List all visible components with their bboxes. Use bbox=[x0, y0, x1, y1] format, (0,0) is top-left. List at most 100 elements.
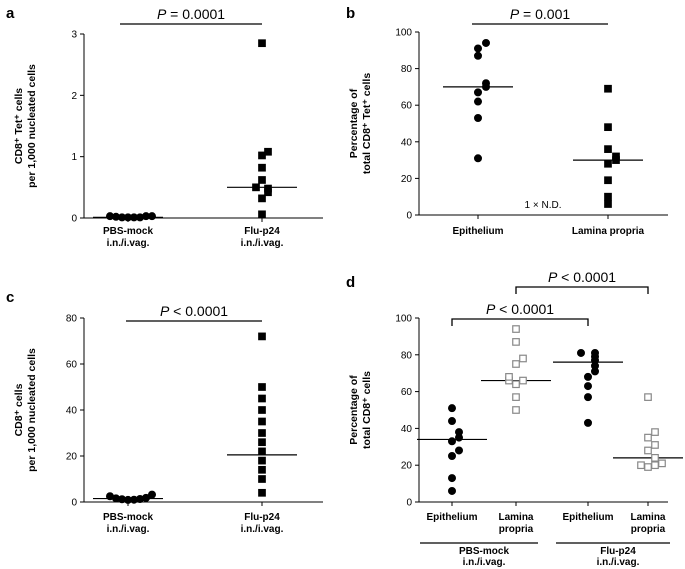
data-point-square bbox=[258, 163, 266, 172]
y-axis-label-line: per 1,000 nucleated cells bbox=[26, 348, 38, 472]
x-category-label-line: i.n./i.vag. bbox=[241, 238, 284, 249]
y-tick-label: 0 bbox=[71, 214, 77, 225]
data-point-square bbox=[519, 354, 527, 363]
data-point-circle bbox=[455, 446, 464, 455]
p-value: < 0.0001 bbox=[169, 303, 228, 319]
data-point-circle bbox=[590, 348, 599, 357]
y-tick-label: 2 bbox=[71, 91, 77, 102]
data-point-square bbox=[651, 461, 659, 470]
data-point-square bbox=[258, 210, 266, 219]
data-point-square bbox=[644, 433, 652, 442]
x-category-label-line: i.n./i.vag. bbox=[107, 524, 150, 535]
group-label: Flu-p24 i.n./i.vag. bbox=[597, 546, 640, 568]
data-point-square bbox=[644, 463, 652, 471]
data-point-square bbox=[519, 376, 527, 385]
data-point-circle bbox=[448, 486, 457, 495]
y-tick-label: 60 bbox=[401, 101, 413, 112]
data-point-circle bbox=[576, 348, 585, 357]
y-tick-label: 20 bbox=[66, 452, 78, 463]
data-point-circle bbox=[482, 38, 491, 47]
y-tick-label: 100 bbox=[395, 314, 412, 325]
y-axis-label-line: total CD8⁺ cells bbox=[361, 371, 373, 449]
data-point-circle bbox=[148, 212, 157, 221]
panel-label-c: c bbox=[6, 289, 14, 306]
chart-panel-a: 0 1 2 3 CD8⁺ Tet⁺ cellsper 1,000 nucleated c… bbox=[13, 6, 323, 249]
chart-panel-b: 0 20 40 60 80 100 Percentage oftotal CD8⁺ Tet⁺… bbox=[348, 6, 668, 237]
data-point-circle bbox=[474, 114, 483, 123]
data-point-square bbox=[512, 338, 520, 346]
y-axis-label: Percentage oftotal CD8⁺ cells bbox=[348, 371, 373, 449]
data-point-square bbox=[644, 446, 652, 455]
x-category-label-line: propria bbox=[631, 524, 666, 535]
data-point-square bbox=[258, 475, 266, 483]
y-tick-label: 40 bbox=[401, 137, 413, 148]
y-axis-label-line: per 1,000 nucleated cells bbox=[26, 64, 38, 188]
data-point-square bbox=[512, 325, 520, 333]
data-point-square bbox=[258, 447, 266, 456]
group-label-line: PBS-mock bbox=[459, 546, 509, 557]
data-point-square bbox=[258, 194, 266, 203]
data-point-circle bbox=[482, 79, 491, 88]
x-category-label: PBS-mock i.n./i.vag. bbox=[103, 226, 153, 249]
data-point-square bbox=[604, 159, 612, 168]
data-point-circle bbox=[583, 382, 592, 391]
panel-label-b: b bbox=[346, 5, 355, 22]
data-point-square bbox=[512, 380, 520, 389]
x-category-label: Flu-p24 i.n./i.vag. bbox=[241, 226, 284, 249]
data-point-square bbox=[651, 441, 659, 449]
p-symbol: P bbox=[160, 303, 170, 319]
data-point-circle bbox=[142, 493, 151, 502]
x-category-label-line: Lamina propria bbox=[572, 226, 645, 237]
panel-label-d: d bbox=[346, 274, 355, 291]
data-point-square bbox=[258, 39, 266, 48]
p-symbol: P bbox=[157, 6, 167, 22]
p-value: = 0.0001 bbox=[166, 6, 225, 22]
x-category-label-line: Epithelium bbox=[562, 512, 613, 523]
x-category-label: Epithelium bbox=[426, 512, 477, 523]
chart-panel-c: 0 20 40 60 80 CD8⁺ cellsper 1,000 nucleated c… bbox=[13, 303, 323, 535]
x-category-label-line: PBS-mock bbox=[103, 512, 153, 523]
y-tick-label: 0 bbox=[71, 498, 77, 509]
group-label-line: i.n./i.vag. bbox=[463, 557, 506, 568]
data-point-square bbox=[258, 438, 266, 447]
group-label: PBS-mock i.n./i.vag. bbox=[459, 546, 509, 568]
y-axis-label: Percentage oftotal CD8⁺ Tet⁺ cells bbox=[348, 73, 373, 174]
data-point-square bbox=[612, 152, 620, 161]
data-point-circle bbox=[583, 418, 592, 427]
data-point-square bbox=[258, 406, 266, 414]
y-axis-label-line: Percentage of bbox=[348, 88, 360, 158]
data-point-circle bbox=[448, 437, 457, 446]
data-point-square bbox=[604, 192, 612, 201]
data-point-circle bbox=[583, 372, 592, 381]
data-point-circle bbox=[474, 51, 483, 60]
x-category-label: PBS-mock i.n./i.vag. bbox=[103, 512, 153, 535]
data-point-square bbox=[258, 176, 266, 184]
y-tick-label: 20 bbox=[401, 174, 413, 185]
y-tick-label: 60 bbox=[401, 387, 413, 398]
x-category-label-line: i.n./i.vag. bbox=[241, 524, 284, 535]
p-symbol: P bbox=[548, 269, 558, 285]
p-value-label: P < 0.0001 bbox=[160, 303, 228, 319]
data-point-square bbox=[258, 465, 266, 474]
nd-annotation: 1 × N.D. bbox=[525, 200, 562, 211]
x-category-label: Lamina propria bbox=[572, 226, 645, 237]
significance-bracket bbox=[451, 318, 589, 326]
data-point-square bbox=[604, 176, 612, 185]
group-label-line: i.n./i.vag. bbox=[597, 557, 640, 568]
x-category-label-line: propria bbox=[499, 524, 534, 535]
x-category-label-line: Epithelium bbox=[452, 226, 503, 237]
data-point-square bbox=[258, 429, 266, 437]
data-point-circle bbox=[148, 490, 157, 499]
x-category-label-line: Lamina bbox=[498, 512, 533, 523]
y-tick-label: 20 bbox=[401, 461, 413, 472]
y-tick-label: 60 bbox=[66, 360, 78, 371]
data-point-circle bbox=[448, 452, 457, 461]
data-point-circle bbox=[474, 154, 483, 163]
data-point-circle bbox=[448, 474, 457, 483]
data-point-square bbox=[258, 383, 266, 391]
p-value-label: P < 0.0001 bbox=[486, 301, 554, 317]
y-axis-label: CD8⁺ Tet⁺ cellsper 1,000 nucleated cells bbox=[13, 64, 38, 188]
data-point-circle bbox=[455, 428, 464, 437]
p-value-label: P < 0.0001 bbox=[548, 269, 616, 285]
